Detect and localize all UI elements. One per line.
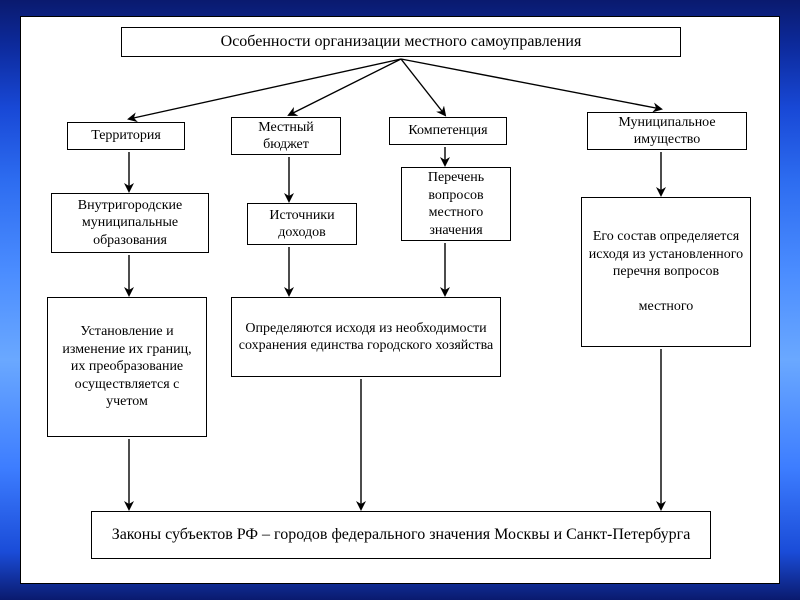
composition-label: Его состав определяется исходя из устано… — [588, 228, 744, 316]
title-to-property — [401, 59, 661, 109]
bottom-box: Законы субъектов РФ – городов федерально… — [91, 511, 711, 559]
unity-box: Определяются исходя из необходимости сох… — [231, 297, 501, 377]
budget-label: Местный бюджет — [238, 119, 334, 154]
property-box: Муниципальное имущество — [587, 112, 747, 150]
borders-label: Установление и изменение их границ, их п… — [54, 323, 200, 411]
intracity-label: Внутригородские муниципальные образовани… — [58, 197, 202, 250]
intracity-box: Внутригородские муниципальные образовани… — [51, 193, 209, 253]
title-text: Особенности организации местного самоупр… — [221, 32, 582, 52]
title-to-budget — [289, 59, 401, 115]
budget-box: Местный бюджет — [231, 117, 341, 155]
unity-label: Определяются исходя из необходимости сох… — [238, 320, 494, 355]
title-to-territory — [129, 59, 401, 119]
composition-box: Его состав определяется исходя из устано… — [581, 197, 751, 347]
questions-list-label: Перечень вопросов местного значения — [408, 169, 504, 239]
territory-label: Территория — [91, 127, 161, 145]
questions-list-box: Перечень вопросов местного значения — [401, 167, 511, 241]
income-sources-label: Источники доходов — [254, 207, 350, 242]
property-label: Муниципальное имущество — [594, 114, 740, 149]
competence-box: Компетенция — [389, 117, 507, 145]
territory-box: Территория — [67, 122, 185, 150]
borders-box: Установление и изменение их границ, их п… — [47, 297, 207, 437]
title-box: Особенности организации местного самоупр… — [121, 27, 681, 57]
income-sources-box: Источники доходов — [247, 203, 357, 245]
title-to-competence — [401, 59, 445, 115]
diagram-sheet: Особенности организации местного самоупр… — [20, 16, 780, 584]
competence-label: Компетенция — [408, 122, 487, 140]
bottom-label: Законы субъектов РФ – городов федерально… — [112, 525, 691, 545]
